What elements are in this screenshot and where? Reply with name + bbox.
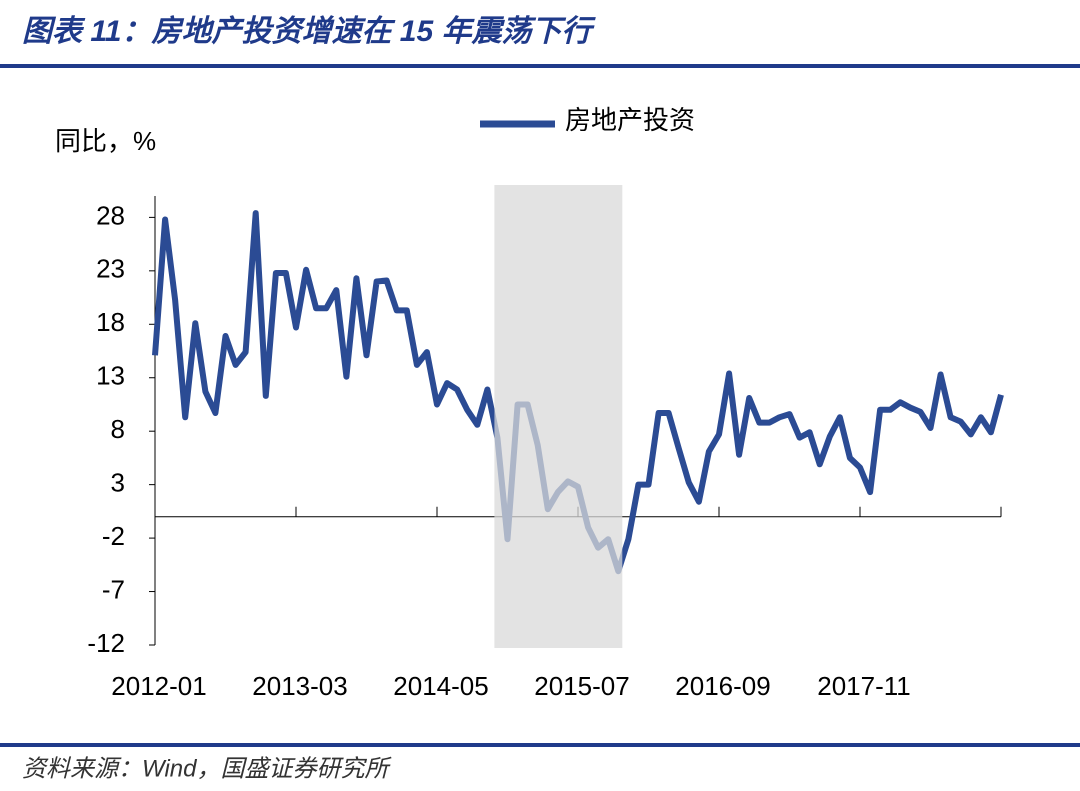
x-tick-label: 2016-09 (675, 671, 770, 701)
source-note: 资料来源：Wind，国盛证券研究所 (22, 755, 392, 782)
y-tick-label: 3 (111, 468, 125, 498)
y-tick-label: 8 (111, 414, 125, 444)
top-rule (0, 64, 1080, 68)
y-tick-label: 28 (96, 200, 125, 230)
x-tick-label: 2013-03 (252, 671, 347, 701)
y-tick-label: 23 (96, 254, 125, 284)
x-tick-label: 2012-01 (111, 671, 206, 701)
y-tick-label: -2 (102, 521, 125, 551)
y-tick-label: -7 (102, 574, 125, 604)
x-tick-label: 2014-05 (393, 671, 488, 701)
x-tick-label: 2015-07 (534, 671, 629, 701)
legend-label: 房地产投资 (565, 105, 695, 135)
x-tick-label: 2017-11 (817, 671, 911, 701)
y-axis-label: 同比，% (55, 126, 156, 156)
chart-title: 图表 11：房地产投资增速在 15 年震荡下行 (22, 15, 597, 48)
y-tick-label: -12 (87, 628, 125, 658)
bottom-rule (0, 743, 1080, 747)
y-tick-label: 13 (96, 361, 125, 391)
highlight-band (494, 185, 623, 648)
y-tick-label: 18 (96, 307, 125, 337)
